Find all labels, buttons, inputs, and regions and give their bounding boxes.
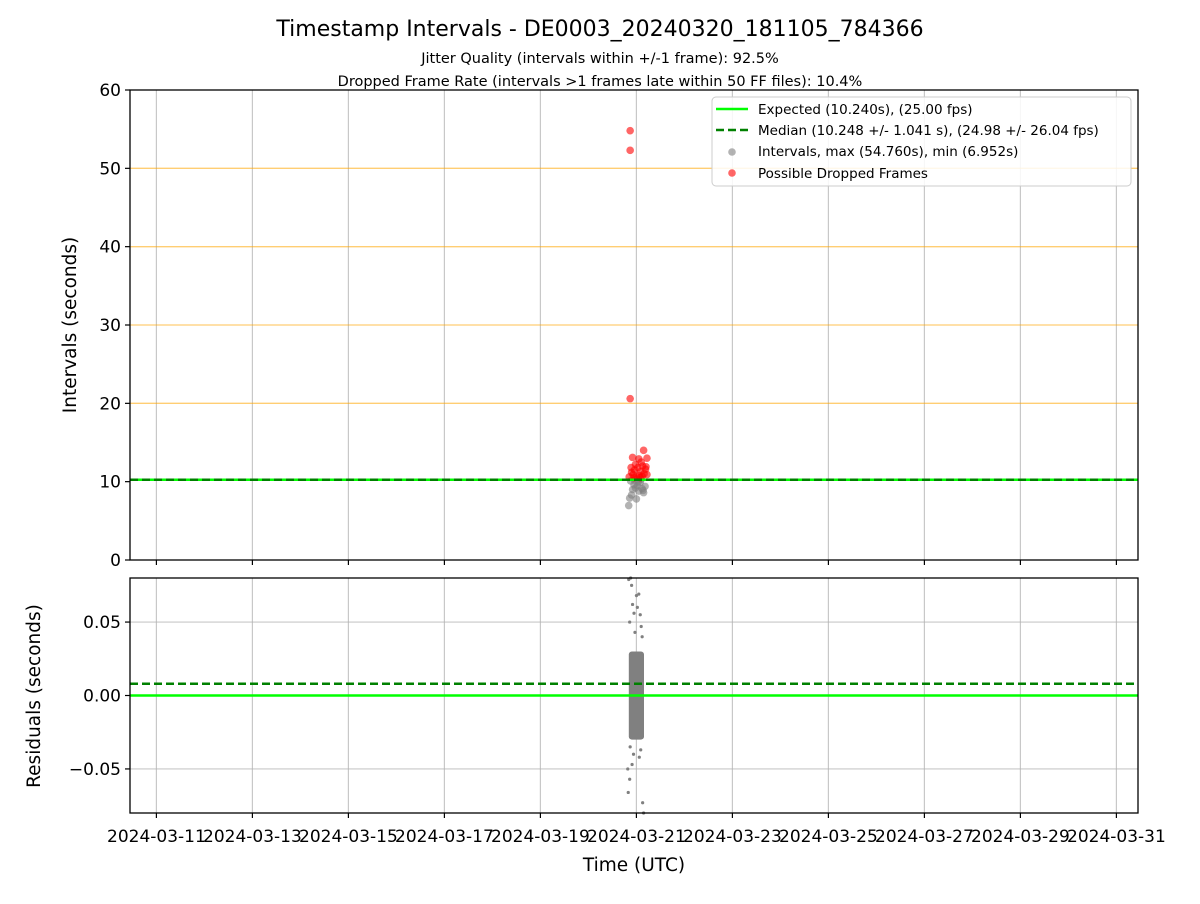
bottom-y-tick-label: −0.05 xyxy=(69,760,121,780)
dropped-frame-point xyxy=(639,462,647,470)
bottom-y-tick-label: 0.00 xyxy=(83,687,121,707)
x-tick-label: 2024-03-25 xyxy=(779,827,878,847)
residual-point xyxy=(626,767,629,770)
dropped-frame-point xyxy=(627,464,635,472)
residual-point xyxy=(629,745,632,748)
legend-dropped-label: Possible Dropped Frames xyxy=(758,166,928,182)
x-tick-label: 2024-03-17 xyxy=(395,827,494,847)
residual-point xyxy=(630,763,633,766)
dropped-frame-point xyxy=(643,471,651,479)
bottom-y-tick-label: 0.05 xyxy=(83,613,121,633)
top-y-tick-label: 60 xyxy=(99,81,121,101)
chart-title: Timestamp Intervals - DE0003_20240320_18… xyxy=(275,17,923,42)
interval-point xyxy=(625,502,633,510)
dropped-frame-point xyxy=(635,455,643,463)
bottom-panel-ticks: −0.05 0.00 0.05 xyxy=(69,613,1117,818)
residual-point xyxy=(637,593,640,596)
x-tick-label: 2024-03-15 xyxy=(299,827,398,847)
residual-point xyxy=(638,756,641,759)
chart-subtitle-dropped: Dropped Frame Rate (intervals >1 frames … xyxy=(338,74,863,90)
legend-intervals-marker xyxy=(728,148,736,156)
top-y-tick-label: 0 xyxy=(110,551,121,571)
residual-point xyxy=(639,748,642,751)
x-tick-label: 2024-03-11 xyxy=(107,827,206,847)
residual-point xyxy=(631,603,634,606)
residual-point xyxy=(632,612,635,615)
residual-point xyxy=(633,631,636,634)
legend-median-label: Median (10.248 +/- 1.041 s), (24.98 +/- … xyxy=(758,123,1099,139)
top-y-tick-label: 30 xyxy=(99,316,121,336)
x-tick-label: 2024-03-29 xyxy=(971,827,1070,847)
x-tick-label: 2024-03-31 xyxy=(1067,827,1166,847)
dropped-frame-point xyxy=(626,127,634,135)
legend-expected-label: Expected (10.240s), (25.00 fps) xyxy=(758,102,973,118)
top-ylabel: Intervals (seconds) xyxy=(60,237,81,413)
interval-point xyxy=(633,495,641,503)
residual-point xyxy=(632,753,635,756)
x-tick-label: 2024-03-13 xyxy=(203,827,302,847)
top-y-tick-label: 40 xyxy=(99,238,121,258)
legend-dropped-marker xyxy=(728,169,736,177)
x-tick-labels: 2024-03-112024-03-132024-03-152024-03-17… xyxy=(107,827,1166,847)
dropped-frame-point xyxy=(640,447,648,455)
legend-intervals-label: Intervals, max (54.760s), min (6.952s) xyxy=(758,144,1018,160)
dropped-frame-point xyxy=(626,395,634,403)
residual-point xyxy=(641,801,644,804)
residual-point xyxy=(630,584,633,587)
x-tick-label: 2024-03-27 xyxy=(875,827,974,847)
residual-point xyxy=(627,791,630,794)
top-panel-points xyxy=(625,127,651,509)
top-y-tick-label: 20 xyxy=(99,394,121,414)
residual-point xyxy=(639,613,642,616)
bottom-ylabel: Residuals (seconds) xyxy=(24,604,45,788)
residual-point xyxy=(628,620,631,623)
x-tick-label: 2024-03-21 xyxy=(587,827,686,847)
legend: Expected (10.240s), (25.00 fps) Median (… xyxy=(712,97,1131,186)
residual-point xyxy=(640,625,643,628)
residual-point xyxy=(641,635,644,638)
top-y-tick-label: 50 xyxy=(99,159,121,179)
x-tick-label: 2024-03-19 xyxy=(491,827,590,847)
x-tick-label: 2024-03-23 xyxy=(683,827,782,847)
interval-point xyxy=(639,486,647,494)
top-y-tick-label: 10 xyxy=(99,473,121,493)
dropped-frame-point xyxy=(626,147,634,155)
x-axis-label: Time (UTC) xyxy=(582,855,685,876)
residual-point xyxy=(628,778,631,781)
chart-subtitle-jitter: Jitter Quality (intervals within +/-1 fr… xyxy=(420,51,779,67)
residual-point xyxy=(636,606,639,609)
